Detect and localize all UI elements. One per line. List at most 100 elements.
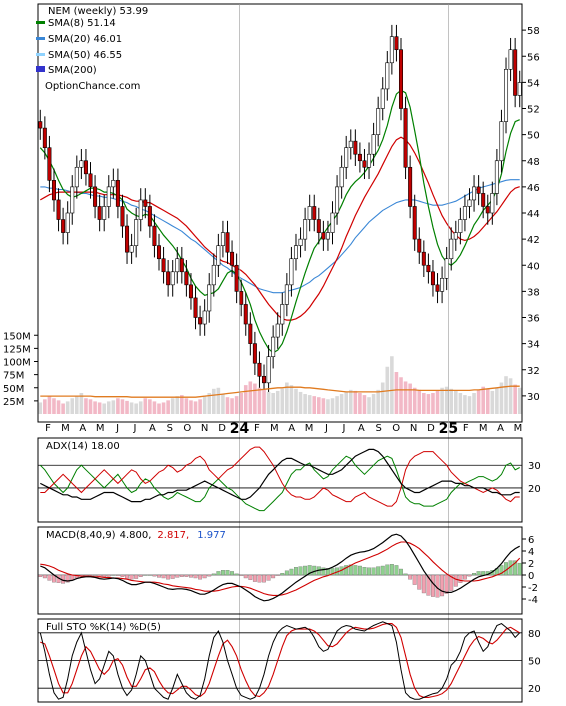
- macd-histogram-bar: [198, 574, 203, 580]
- macd-histogram-bar: [275, 574, 280, 576]
- volume-bar: [412, 387, 417, 414]
- volume-bar: [216, 387, 221, 414]
- macd-histogram-bar: [257, 574, 262, 583]
- candle-body: [243, 304, 248, 325]
- candle-body: [462, 206, 467, 220]
- price-frame: [37, 3, 523, 423]
- volume-bar: [440, 387, 444, 414]
- legend-title: NEM (weekly) 53.99: [48, 6, 148, 17]
- volume-panel: 150M 125M 100M 75M 50M 25M: [3, 331, 522, 414]
- month-label: N: [201, 423, 208, 434]
- volume-bar: [111, 400, 116, 414]
- volume-bar: [116, 398, 120, 414]
- macd-histogram-bar: [408, 574, 413, 580]
- volume-bar: [56, 400, 61, 414]
- volume-bar: [129, 402, 134, 414]
- macd-histogram-bar: [184, 574, 189, 577]
- macd-histogram-bar: [38, 574, 43, 577]
- candle-body: [362, 160, 367, 168]
- candle-body: [56, 199, 61, 220]
- macd-histogram-bar: [262, 574, 266, 583]
- candle-body: [467, 199, 472, 207]
- volume-bar: [280, 388, 285, 414]
- macd-histogram-bar: [394, 565, 399, 576]
- volume-average-line: [40, 385, 520, 398]
- candle-body: [225, 232, 230, 253]
- candle-body: [97, 206, 102, 220]
- price-tick-label: 52: [527, 105, 540, 116]
- legend-sma20: SMA(20) 46.01: [48, 34, 122, 45]
- candle-body: [266, 356, 271, 384]
- volume-bar: [408, 383, 412, 414]
- macd-histogram-bar: [88, 574, 93, 576]
- volume-bar: [253, 383, 257, 414]
- volume-bar: [275, 390, 280, 414]
- candle-body: [476, 186, 481, 194]
- candle-body: [65, 212, 70, 233]
- macd-histogram-bar: [42, 574, 47, 579]
- candle-body: [47, 147, 52, 181]
- volume-bar: [248, 381, 253, 414]
- month-label: D: [218, 423, 226, 434]
- macd-histogram-bar: [161, 574, 166, 579]
- candle-body: [499, 121, 504, 162]
- macd-histogram-bar: [157, 574, 161, 578]
- volume-bar: [189, 400, 193, 414]
- candle-body: [161, 258, 166, 273]
- macd-histogram-bar: [367, 567, 371, 576]
- candle-body: [74, 166, 79, 188]
- macd-tick-label: -2: [528, 583, 538, 594]
- month-label: J: [341, 423, 345, 434]
- candle-body: [435, 284, 440, 292]
- volume-tick-label: 50M: [3, 384, 24, 395]
- adx-panel: 30 20: [37, 437, 541, 523]
- candle-body: [403, 108, 408, 168]
- candle-body: [129, 245, 134, 253]
- volume-bar: [120, 399, 125, 414]
- macd-histogram-bar: [138, 574, 143, 577]
- macd-histogram-bar: [166, 574, 171, 580]
- volume-bar: [161, 402, 166, 414]
- adx-label: ADX(14) 18.00: [46, 441, 120, 452]
- volume-bar: [481, 386, 485, 414]
- legend-sma50: SMA(50) 46.55: [48, 50, 122, 61]
- candle-body: [316, 219, 321, 233]
- sto-label: Full STO %K(14) %D(5): [46, 622, 161, 633]
- candle-body: [330, 212, 335, 233]
- macd-label-name: MACD(8,40,9): [46, 530, 116, 541]
- volume-bar: [239, 393, 243, 414]
- candle-body: [88, 173, 93, 188]
- candle-body: [298, 238, 303, 246]
- macd-histogram-bar: [517, 562, 522, 576]
- macd-histogram-bar: [307, 565, 312, 576]
- volume-bar: [517, 387, 522, 414]
- volume-bar: [166, 400, 170, 414]
- volume-tick-label: 75M: [3, 371, 24, 382]
- macd-histogram-bar: [449, 574, 454, 591]
- volume-bar: [403, 381, 408, 414]
- volume-bar: [52, 398, 56, 414]
- stochastic-panel: 80 50 20: [37, 618, 541, 703]
- macd-histogram-bar: [380, 565, 385, 576]
- price-tick-label: 40: [527, 261, 540, 272]
- candle-body: [79, 160, 84, 168]
- candle-body: [106, 186, 111, 207]
- month-axis: F M A M J J A S O N D 24 F M A M J J A S O N D 25 F M A M: [45, 4, 522, 700]
- legend-swatch-sma50: [36, 53, 45, 56]
- volume-bar: [330, 398, 335, 414]
- volume-bar: [485, 388, 490, 414]
- macd-histogram-bar: [344, 565, 349, 576]
- macd-tick-label: 6: [528, 535, 534, 546]
- adx-line: [40, 448, 520, 503]
- macd-histogram-bar: [129, 574, 134, 580]
- volume-bar: [211, 388, 216, 414]
- candle-body: [412, 206, 417, 240]
- month-label: M: [479, 423, 488, 434]
- candle-body: [517, 82, 522, 96]
- candle-body: [394, 36, 399, 51]
- macd-histogram-bar: [189, 574, 193, 578]
- candle-body: [367, 153, 372, 168]
- price-tick-label: 30: [527, 392, 540, 403]
- volume-bar: [243, 385, 248, 414]
